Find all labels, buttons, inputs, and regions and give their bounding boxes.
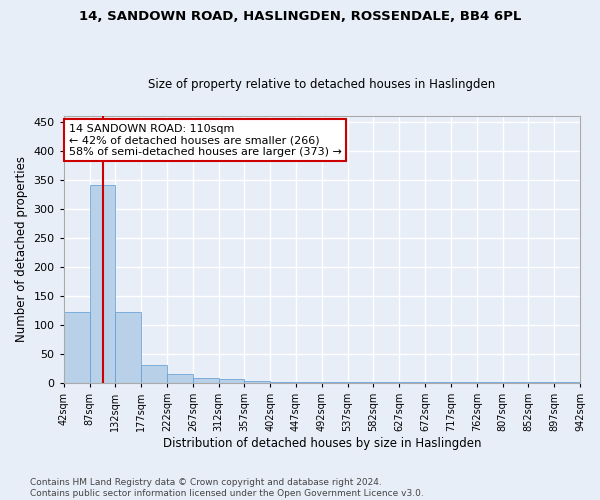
- Bar: [347, 382, 373, 383]
- Bar: [477, 382, 503, 383]
- Title: Size of property relative to detached houses in Haslingden: Size of property relative to detached ho…: [148, 78, 496, 91]
- Bar: [503, 382, 529, 383]
- Bar: [89, 186, 115, 383]
- Bar: [554, 382, 580, 383]
- Bar: [218, 380, 244, 383]
- Bar: [270, 382, 296, 383]
- Bar: [296, 382, 322, 383]
- Bar: [529, 382, 554, 383]
- Bar: [399, 382, 425, 383]
- Bar: [193, 378, 218, 383]
- Bar: [167, 374, 193, 383]
- Bar: [64, 312, 89, 383]
- Text: Contains HM Land Registry data © Crown copyright and database right 2024.
Contai: Contains HM Land Registry data © Crown c…: [30, 478, 424, 498]
- Bar: [373, 382, 399, 383]
- Bar: [115, 312, 141, 383]
- Bar: [425, 382, 451, 383]
- Text: 14, SANDOWN ROAD, HASLINGDEN, ROSSENDALE, BB4 6PL: 14, SANDOWN ROAD, HASLINGDEN, ROSSENDALE…: [79, 10, 521, 23]
- Bar: [141, 366, 167, 383]
- Text: 14 SANDOWN ROAD: 110sqm
← 42% of detached houses are smaller (266)
58% of semi-d: 14 SANDOWN ROAD: 110sqm ← 42% of detache…: [69, 124, 342, 157]
- Bar: [244, 381, 270, 383]
- X-axis label: Distribution of detached houses by size in Haslingden: Distribution of detached houses by size …: [163, 437, 481, 450]
- Bar: [322, 382, 347, 383]
- Y-axis label: Number of detached properties: Number of detached properties: [15, 156, 28, 342]
- Bar: [451, 382, 477, 383]
